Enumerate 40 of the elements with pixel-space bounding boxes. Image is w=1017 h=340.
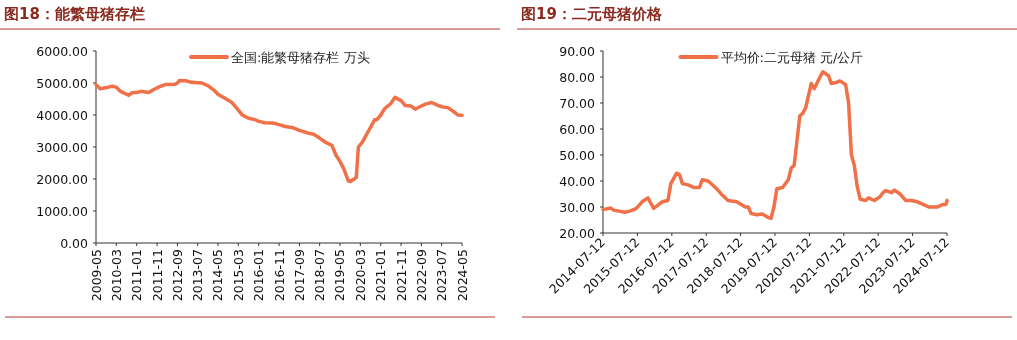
x-tick-label: 2022-09	[413, 248, 429, 302]
y-tick-label: 90.00	[559, 43, 596, 59]
x-tick-label: 2018-07	[312, 249, 328, 302]
y-tick-label: 5000.00	[36, 75, 89, 91]
x-tick-label: 2024-05	[454, 249, 470, 302]
x-tick-label: 2021-01	[373, 249, 389, 302]
y-tick-label: 40.00	[559, 173, 596, 189]
x-tick-label: 2011-11	[149, 249, 165, 302]
x-tick-label: 2016-01	[251, 249, 267, 302]
x-tick-label: 2019-05	[332, 249, 348, 302]
y-tick-label: 20.00	[559, 225, 596, 241]
y-tick-label: 30.00	[559, 199, 596, 215]
x-tick-label: 2010-03	[108, 249, 124, 302]
x-tick-label: 2012-09	[169, 248, 185, 302]
y-tick-label: 1000.00	[36, 203, 89, 219]
x-tick-label: 2021-11	[393, 249, 409, 302]
legend-label: 平均价:二元母猪 元/公斤	[720, 49, 864, 65]
y-tick-label: 3000.00	[36, 139, 89, 155]
x-tick-label: 2009-05	[88, 249, 104, 302]
y-tick-label: 80.00	[559, 69, 596, 85]
legend: 全国:能繁母猪存栏 万头	[189, 49, 370, 65]
x-tick-label: 2017-09	[291, 248, 307, 302]
y-tick-label: 0.00	[60, 235, 89, 251]
x-tick-label: 2020-03	[352, 249, 368, 302]
x-tick-label: 2015-03	[230, 249, 246, 302]
legend-label: 全国:能繁母猪存栏 万头	[231, 49, 370, 65]
x-tick-label: 2014-05	[210, 249, 226, 302]
x-tick-label: 2023-07	[434, 249, 450, 302]
y-tick-label: 2000.00	[36, 171, 89, 187]
y-tick-label: 50.00	[559, 147, 596, 163]
legend: 平均价:二元母猪 元/公斤	[678, 49, 864, 65]
y-tick-label: 60.00	[559, 121, 596, 137]
chart-title: 图18：能繁母猪存栏	[4, 5, 145, 23]
y-tick-label: 4000.00	[36, 107, 89, 123]
x-tick-label: 2016-11	[271, 249, 287, 302]
x-tick-label: 2011-01	[129, 249, 145, 302]
x-tick-label: 2013-07	[190, 249, 206, 302]
y-tick-label: 6000.00	[36, 43, 89, 59]
chart-title: 图19：二元母猪价格	[521, 5, 663, 23]
y-tick-label: 70.00	[559, 95, 596, 111]
